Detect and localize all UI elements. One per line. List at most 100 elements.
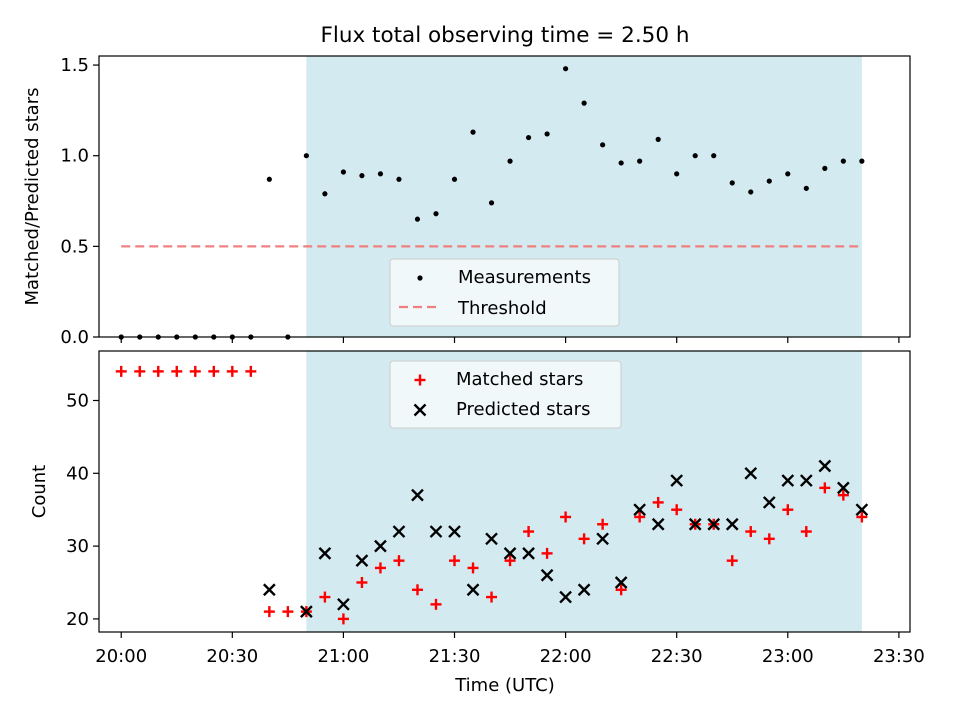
marker-stroke xyxy=(781,474,795,487)
matched-point xyxy=(467,562,479,574)
predicted-point xyxy=(707,517,721,531)
predicted-point xyxy=(522,547,535,560)
x-tick-label: 23:00 xyxy=(762,646,814,667)
measurement-point xyxy=(581,100,587,106)
matched-point xyxy=(319,591,331,603)
chart-title: Flux total observing time = 2.50 h xyxy=(321,23,690,48)
measurement-point xyxy=(451,176,458,182)
marker-stroke xyxy=(596,532,609,546)
predicted-point xyxy=(429,525,443,538)
predicted-point xyxy=(300,605,313,618)
matched-point xyxy=(282,606,294,618)
legend-marker-stroke xyxy=(413,403,427,417)
measurement-point xyxy=(266,176,272,182)
x-axis-label: Time (UTC) xyxy=(454,675,555,696)
predicted-point xyxy=(651,517,665,531)
legend-box xyxy=(389,360,622,429)
marker-stroke xyxy=(818,459,832,473)
legend-marker-stroke xyxy=(414,374,426,386)
marker-stroke xyxy=(540,568,554,582)
y-tick-label: 50 xyxy=(66,391,89,412)
predicted-point xyxy=(725,517,739,531)
legend: Matched stars Predicted stars xyxy=(389,360,622,429)
y-tick-label: 0.5 xyxy=(60,236,89,257)
measurement-point xyxy=(674,171,680,177)
matched-point xyxy=(763,533,775,545)
matched-point xyxy=(671,504,683,516)
legend-measurements-marker xyxy=(417,275,423,281)
y-tick-label: 0.0 xyxy=(60,327,89,348)
matched-point xyxy=(393,555,405,567)
marker-stroke xyxy=(337,597,350,611)
legend-predicted-label: Predicted stars xyxy=(456,399,590,420)
marker-stroke xyxy=(799,474,813,487)
x-tick-label: 20:00 xyxy=(95,646,147,667)
matched-point xyxy=(800,526,812,538)
matched-point xyxy=(615,584,627,596)
legend-matched-label: Matched stars xyxy=(456,369,583,390)
matched-point xyxy=(449,555,461,567)
measurement-point xyxy=(859,158,865,164)
predicted-point xyxy=(485,532,498,546)
measurement-point xyxy=(303,153,309,159)
measurement-point xyxy=(822,165,828,171)
x-tick-label: 23:30 xyxy=(873,646,925,667)
measurement-point xyxy=(803,185,809,191)
y-tick-label: 1.0 xyxy=(60,146,89,167)
measurement-point xyxy=(655,136,661,142)
measurement-point xyxy=(525,134,532,141)
marker-stroke xyxy=(707,517,721,531)
predicted-point xyxy=(337,597,350,611)
measurement-point xyxy=(396,176,402,182)
matched-point xyxy=(208,365,220,377)
matched-point xyxy=(504,555,516,567)
measurement-point xyxy=(340,169,347,175)
matched-point xyxy=(226,365,238,377)
x-tick-label: 22:00 xyxy=(540,646,592,667)
marker-stroke xyxy=(633,503,647,517)
y-axis-label: Matched/Predicted stars xyxy=(22,88,43,306)
measurement-point xyxy=(433,211,439,217)
marker-stroke xyxy=(762,496,776,509)
y-axis-label: Count xyxy=(29,465,50,518)
predicted-point xyxy=(577,583,591,597)
axes-frame xyxy=(98,55,911,338)
x-tick-label: 20:30 xyxy=(206,646,258,667)
measurement-point xyxy=(711,153,717,159)
predicted-point xyxy=(374,539,387,553)
predicted-point xyxy=(262,583,276,597)
matched-point xyxy=(430,598,442,610)
predicted-point xyxy=(355,554,369,568)
legend-predicted-marker xyxy=(413,403,427,417)
marker-stroke xyxy=(503,547,517,560)
marker-stroke xyxy=(725,517,739,531)
marker-stroke xyxy=(355,554,369,568)
matched-point xyxy=(337,613,349,625)
legend-box xyxy=(389,258,620,327)
predicted-point xyxy=(818,459,832,473)
measurement-point xyxy=(600,142,606,148)
measurement-point xyxy=(637,158,643,164)
predicted-point xyxy=(744,466,758,480)
measurement-point xyxy=(359,173,365,179)
measurement-point xyxy=(729,180,735,186)
measurement-point xyxy=(766,178,772,184)
predicted-point xyxy=(762,496,776,509)
marker-stroke xyxy=(485,532,498,546)
marker-stroke xyxy=(688,517,702,531)
measurement-point xyxy=(748,189,754,195)
matched-point xyxy=(374,562,386,574)
matched-point xyxy=(189,365,201,377)
measurement-point xyxy=(507,158,513,164)
x-tick-label: 21:00 xyxy=(317,646,369,667)
marker-stroke xyxy=(413,403,427,417)
matched-point xyxy=(356,576,368,588)
marker-stroke xyxy=(559,590,572,604)
matched-point xyxy=(541,547,553,559)
x-tick-label: 22:30 xyxy=(651,646,703,667)
measurement-point xyxy=(470,129,476,135)
marker-stroke xyxy=(374,539,387,553)
measurement-point xyxy=(785,171,791,177)
predicted-point xyxy=(799,474,813,487)
marker-stroke xyxy=(836,481,850,495)
